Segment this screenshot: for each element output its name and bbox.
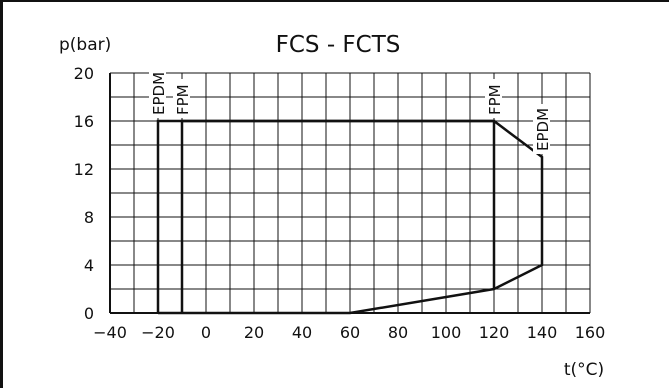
annotation-background xyxy=(485,79,502,118)
chart-title: FCS - FCTS xyxy=(276,32,401,58)
x-tick-label: 120 xyxy=(479,323,510,342)
x-tick-label: 0 xyxy=(201,323,211,342)
annotation-label-group: FPM xyxy=(485,79,504,118)
annotation-label-group: FPM xyxy=(173,79,192,118)
series-line-fpm xyxy=(180,119,496,313)
annotation-label: FPM xyxy=(174,84,192,115)
y-tick-label: 4 xyxy=(84,256,94,275)
annotation-label: EPDM xyxy=(534,108,552,151)
series-lines xyxy=(156,119,544,315)
x-tick-label: −20 xyxy=(141,323,175,342)
x-tick-label: 20 xyxy=(244,323,264,342)
y-tick-label: 0 xyxy=(84,304,94,323)
y-tick-label: 12 xyxy=(74,160,94,179)
annotation-label-group: EPDM xyxy=(149,68,168,118)
y-axis-label: p(bar) xyxy=(59,35,111,55)
annotation-label: EPDM xyxy=(150,72,168,115)
x-tick-label: −40 xyxy=(93,323,127,342)
x-tick-label: 40 xyxy=(292,323,312,342)
y-tick-label: 16 xyxy=(74,112,94,131)
annotation-label: FPM xyxy=(486,84,504,115)
x-tick-label: 140 xyxy=(527,323,558,342)
x-tick-label: 60 xyxy=(340,323,360,342)
x-tick-label: 160 xyxy=(575,323,606,342)
annotation-label-group: EPDM xyxy=(533,104,552,154)
x-tick-label: 80 xyxy=(388,323,408,342)
left-border xyxy=(0,0,3,388)
annotation-background xyxy=(149,68,166,118)
annotation-background xyxy=(533,104,550,154)
y-tick-label: 8 xyxy=(84,208,94,227)
tick-labels: −40 −20 0 20 40 60 80 100 120 140 160 0 4 8 12 16 20 xyxy=(74,64,606,342)
annotations: EPDM FPM FPM EPDM xyxy=(149,68,552,154)
x-tick-label: 100 xyxy=(431,323,462,342)
x-axis-label: t(°C) xyxy=(564,360,604,380)
y-tick-label: 20 xyxy=(74,64,94,83)
annotation-background xyxy=(173,79,190,118)
